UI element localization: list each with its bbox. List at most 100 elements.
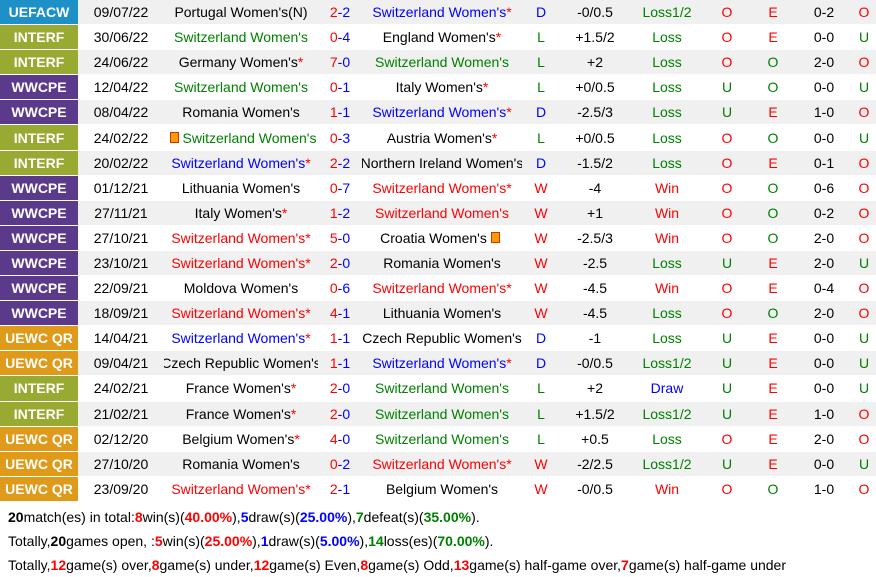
summary-text: games open, : xyxy=(66,533,155,549)
home-goals: 4 xyxy=(329,430,338,447)
away-team[interactable]: Austria Women's * xyxy=(362,125,522,149)
competition-badge[interactable]: WWCPE xyxy=(0,75,78,100)
competition-badge[interactable]: INTERF xyxy=(0,401,78,426)
home-goals: 2 xyxy=(329,154,338,171)
away-team[interactable]: Switzerland Women's xyxy=(362,376,522,400)
away-team[interactable]: Northern Ireland Women's xyxy=(362,151,522,175)
match-date: 09/04/21 xyxy=(93,355,149,372)
away-team[interactable]: Switzerland Women's * xyxy=(362,0,522,24)
half-time-score: 1-0 xyxy=(813,104,835,121)
competition-badge[interactable]: INTERF xyxy=(0,150,78,175)
match-score[interactable]: 1-1 xyxy=(318,100,362,124)
home-team[interactable]: Switzerland Women's xyxy=(164,25,318,49)
home-team[interactable]: Switzerland Women's * xyxy=(164,477,318,501)
match-score[interactable]: 4-1 xyxy=(318,301,362,325)
match-score[interactable]: 2-0 xyxy=(318,376,362,400)
competition-badge[interactable]: INTERF xyxy=(0,50,78,75)
home-team[interactable]: Switzerland Women's * xyxy=(164,251,318,275)
away-goals: 2 xyxy=(342,4,351,21)
home-team[interactable]: Italy Women's * xyxy=(164,201,318,225)
handicap-result: Loss xyxy=(652,154,682,171)
competition-badge[interactable]: WWCPE xyxy=(0,100,78,125)
home-team[interactable]: Belgium Women's * xyxy=(164,427,318,451)
match-score[interactable]: 0-3 xyxy=(318,125,362,149)
match-date: 22/09/21 xyxy=(93,280,149,297)
competition-badge[interactable]: WWCPE xyxy=(0,301,78,326)
home-team[interactable]: Switzerland Women's * xyxy=(164,151,318,175)
home-team[interactable]: France Women's * xyxy=(164,376,318,400)
competition-badge[interactable]: UEWC QR xyxy=(0,326,78,351)
competition-badge[interactable]: UEWC QR xyxy=(0,426,78,451)
competition-badge[interactable]: WWCPE xyxy=(0,200,78,225)
matches-table: UEFACW 09/07/22 Portugal Women's(N) 2-2 Swit… xyxy=(0,0,876,502)
match-score[interactable]: 4-0 xyxy=(318,427,362,451)
match-score[interactable]: 1-1 xyxy=(318,326,362,350)
away-team[interactable]: Switzerland Women's * xyxy=(362,276,522,300)
competition-badge[interactable]: UEFACW xyxy=(0,0,78,25)
away-team[interactable]: Switzerland Women's * xyxy=(362,351,522,375)
match-score[interactable]: 2-2 xyxy=(318,151,362,175)
away-team[interactable]: Lithuania Women's xyxy=(362,301,522,325)
home-goals: 0 xyxy=(329,179,338,196)
match-score[interactable]: 0-2 xyxy=(318,452,362,476)
match-score[interactable]: 1-1 xyxy=(318,351,362,375)
match-score[interactable]: 0-7 xyxy=(318,176,362,200)
away-team[interactable]: Switzerland Women's xyxy=(362,50,522,74)
away-team[interactable]: Switzerland Women's * xyxy=(362,176,522,200)
away-team[interactable]: Switzerland Women's * xyxy=(362,452,522,476)
home-team[interactable]: Switzerland Women's * xyxy=(164,301,318,325)
home-team[interactable]: Switzerland Women's xyxy=(164,75,318,99)
match-score[interactable]: 0-1 xyxy=(318,75,362,99)
match-score[interactable]: 2-2 xyxy=(318,0,362,24)
match-score[interactable]: 5-0 xyxy=(318,226,362,250)
half-time-score: 1-0 xyxy=(813,405,835,422)
home-team[interactable]: Switzerland Women's xyxy=(164,125,318,149)
score-separator: - xyxy=(337,154,343,171)
match-score[interactable]: 2-0 xyxy=(318,251,362,275)
home-team[interactable]: Romania Women's xyxy=(164,452,318,476)
away-team[interactable]: Romania Women's xyxy=(362,251,522,275)
home-team[interactable]: Lithuania Women's xyxy=(164,176,318,200)
competition-badge[interactable]: WWCPE xyxy=(0,250,78,276)
favourite-star-icon: * xyxy=(506,355,512,372)
away-team[interactable]: Switzerland Women's xyxy=(362,201,522,225)
home-team[interactable]: Switzerland Women's * xyxy=(164,226,318,250)
match-score[interactable]: 7-0 xyxy=(318,50,362,74)
total-matches: 20 xyxy=(8,509,24,525)
away-team[interactable]: England Women's * xyxy=(362,25,522,49)
home-team[interactable]: Romania Women's xyxy=(164,100,318,124)
away-team[interactable]: Italy Women's * xyxy=(362,75,522,99)
defeat-percent: 35.00% xyxy=(423,509,472,525)
competition-badge[interactable]: INTERF xyxy=(0,125,78,150)
competition-badge[interactable]: WWCPE xyxy=(0,175,78,200)
competition-badge[interactable]: WWCPE xyxy=(0,225,78,250)
home-team[interactable]: Switzerland Women's * xyxy=(164,326,318,350)
away-team[interactable]: Croatia Women's xyxy=(362,226,522,250)
match-score[interactable]: 0-4 xyxy=(318,25,362,49)
competition-badge[interactable]: WWCPE xyxy=(0,276,78,301)
away-team[interactable]: Switzerland Women's xyxy=(362,427,522,451)
away-team[interactable]: Belgium Women's xyxy=(362,477,522,501)
competition-badge[interactable]: UEWC QR xyxy=(0,451,78,476)
summary-text: ). xyxy=(484,533,494,549)
match-score[interactable]: 1-2 xyxy=(318,201,362,225)
match-score[interactable]: 0-6 xyxy=(318,276,362,300)
summary-text: win(s)( xyxy=(142,509,185,525)
home-team[interactable]: Moldova Women's xyxy=(164,276,318,300)
away-team[interactable]: Switzerland Women's xyxy=(362,402,522,426)
away-team[interactable]: Switzerland Women's * xyxy=(362,100,522,124)
competition-badge[interactable]: UEWC QR xyxy=(0,351,78,376)
summary-text: game(s) half-game over, xyxy=(469,557,622,573)
competition-badge[interactable]: INTERF xyxy=(0,376,78,401)
summary-text: draw(s)( xyxy=(248,509,300,525)
home-team[interactable]: Czech Republic Women's xyxy=(164,351,318,375)
home-team[interactable]: Germany Women's * xyxy=(164,50,318,74)
competition-badge[interactable]: UEWC QR xyxy=(0,476,78,501)
home-team[interactable]: France Women's * xyxy=(164,402,318,426)
table-row: WWCPE 08/04/22 Romania Women's 1-1 Switzerla… xyxy=(0,100,876,126)
away-team[interactable]: Czech Republic Women's xyxy=(362,326,522,350)
competition-badge[interactable]: INTERF xyxy=(0,25,78,50)
match-score[interactable]: 2-1 xyxy=(318,477,362,501)
home-team[interactable]: Portugal Women's(N) xyxy=(164,0,318,24)
match-score[interactable]: 2-0 xyxy=(318,402,362,426)
